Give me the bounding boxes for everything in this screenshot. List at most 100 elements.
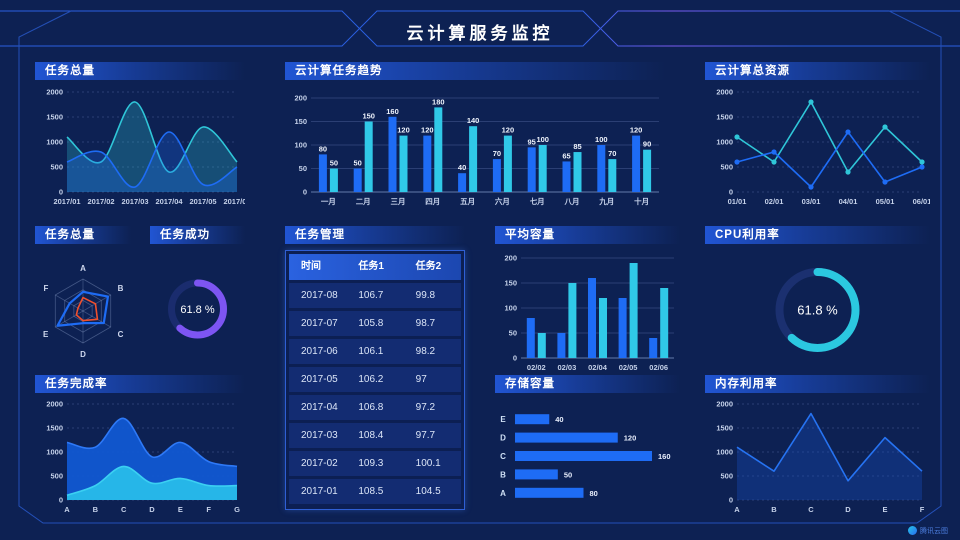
completion-rate-area-chart: 0 500 1000 1500 2000 A B C D E F G — [35, 394, 245, 516]
tasks-total-line-chart: 0 500 1000 1500 2000 2017/01 2017/02 2017/03 201… — [35, 82, 250, 208]
svg-text:A: A — [64, 505, 70, 514]
svg-text:90: 90 — [643, 140, 651, 149]
svg-text:四月: 四月 — [425, 197, 440, 206]
panel-title-cpu-usage: CPU利用率 — [705, 226, 930, 244]
svg-text:50: 50 — [354, 159, 362, 168]
svg-text:三月: 三月 — [391, 197, 406, 206]
svg-text:80: 80 — [319, 144, 327, 153]
svg-text:A: A — [500, 489, 506, 498]
svg-text:50: 50 — [330, 159, 338, 168]
svg-text:06/01: 06/01 — [913, 197, 930, 206]
avg-capacity-bar-chart: 0 50 100 150 200 02/02 02/03 02/04 02/05 02/06 — [495, 246, 680, 374]
svg-text:100: 100 — [595, 135, 608, 144]
table-row: 2017-04 106.8 97.2 — [289, 395, 461, 420]
svg-text:50: 50 — [564, 470, 572, 479]
svg-text:65: 65 — [562, 151, 570, 160]
svg-text:120: 120 — [397, 126, 410, 135]
svg-text:1500: 1500 — [46, 424, 63, 433]
panel-title-tasks-radar: 任务总量 — [35, 226, 131, 244]
svg-text:六月: 六月 — [495, 196, 510, 206]
svg-text:100: 100 — [504, 304, 517, 313]
svg-text:02/02: 02/02 — [527, 363, 546, 372]
svg-text:0: 0 — [513, 354, 517, 363]
svg-text:2000: 2000 — [46, 400, 63, 409]
svg-text:E: E — [500, 415, 506, 424]
svg-text:B: B — [93, 505, 99, 514]
svg-text:1500: 1500 — [716, 113, 733, 122]
svg-text:D: D — [80, 350, 86, 359]
svg-text:03/01: 03/01 — [802, 197, 821, 206]
svg-text:70: 70 — [608, 149, 616, 158]
svg-text:02/03: 02/03 — [558, 363, 577, 372]
table-row: 2017-07 105.8 98.7 — [289, 311, 461, 336]
svg-text:二月: 二月 — [356, 197, 371, 206]
svg-text:500: 500 — [720, 472, 733, 481]
svg-text:十月: 十月 — [634, 196, 649, 206]
panel-title-task-trend: 云计算任务趋势 — [285, 62, 665, 80]
svg-text:02/06: 02/06 — [649, 363, 668, 372]
svg-text:D: D — [500, 434, 506, 443]
svg-text:八月: 八月 — [564, 197, 580, 206]
svg-text:1000: 1000 — [716, 448, 733, 457]
table-row: 2017-03 108.4 97.7 — [289, 423, 461, 448]
svg-text:04/01: 04/01 — [839, 197, 858, 206]
svg-text:0: 0 — [303, 188, 307, 197]
svg-text:160: 160 — [386, 107, 399, 116]
task-trend-bar-chart: 0 50 100 150 200 一月 80 50 二月 50 150 三月 160 120 四月 120 18… — [285, 82, 665, 208]
cpu-usage-donut-chart: 61.8 % — [705, 246, 930, 374]
total-resources-line-chart: 0 500 1000 1500 2000 01/01 02/01 03/01 04/01 05/0… — [705, 82, 931, 208]
svg-text:02/01: 02/01 — [765, 197, 784, 206]
svg-text:150: 150 — [294, 117, 307, 126]
svg-text:500: 500 — [50, 472, 63, 481]
task-mgmt-table: 时间 任务1 任务2 2017-08 106.7 99.8 2017-07 105.8 98.7… — [285, 250, 465, 510]
table-row: 2017-01 108.5 104.5 — [289, 479, 461, 504]
svg-text:2000: 2000 — [716, 88, 733, 97]
svg-text:120: 120 — [421, 126, 434, 135]
svg-text:1500: 1500 — [716, 424, 733, 433]
svg-text:B: B — [118, 284, 124, 293]
table-row: 2017-08 106.7 99.8 — [289, 283, 461, 308]
page-title: 云计算服务监控 — [406, 24, 554, 43]
svg-text:E: E — [43, 330, 49, 339]
svg-text:B: B — [500, 470, 506, 479]
svg-text:五月: 五月 — [460, 197, 475, 206]
svg-text:九月: 九月 — [598, 196, 614, 206]
svg-text:F: F — [206, 505, 211, 514]
svg-text:01/01: 01/01 — [728, 197, 747, 206]
table-row: 2017-06 106.1 98.2 — [289, 339, 461, 364]
svg-text:七月: 七月 — [530, 196, 545, 206]
svg-text:80: 80 — [590, 489, 598, 498]
svg-text:150: 150 — [362, 112, 375, 121]
memory-line-chart: 0 500 1000 1500 2000 A B C D E F — [705, 394, 930, 516]
svg-text:1000: 1000 — [46, 138, 63, 147]
svg-text:D: D — [845, 505, 851, 514]
panel-title-memory: 内存利用率 — [705, 375, 930, 393]
table-row: 2017-05 106.2 97 — [289, 367, 461, 392]
svg-text:A: A — [734, 505, 740, 514]
svg-text:2017/05: 2017/05 — [189, 197, 216, 206]
svg-text:40: 40 — [458, 163, 466, 172]
svg-text:F: F — [920, 505, 925, 514]
svg-text:G: G — [234, 505, 240, 514]
svg-text:1000: 1000 — [46, 448, 63, 457]
svg-text:140: 140 — [467, 116, 480, 125]
svg-text:70: 70 — [493, 149, 501, 158]
svg-text:C: C — [808, 505, 814, 514]
svg-text:61.8 %: 61.8 % — [797, 303, 838, 318]
svg-text:02/05: 02/05 — [619, 363, 638, 372]
svg-text:E: E — [882, 505, 887, 514]
svg-text:120: 120 — [502, 126, 515, 135]
task-success-donut-chart: 61.8 % — [150, 246, 245, 372]
tasks-radar-chart: A B C D E F — [35, 246, 131, 372]
panel-title-task-success: 任务成功 — [150, 226, 245, 244]
svg-text:500: 500 — [720, 163, 733, 172]
svg-text:500: 500 — [50, 163, 63, 172]
panel-title-avg-capacity: 平均容量 — [495, 226, 680, 244]
table-row: 2017-02 109.3 100.1 — [289, 451, 461, 476]
svg-text:C: C — [500, 452, 506, 461]
svg-text:100: 100 — [536, 135, 549, 144]
table-header-row: 时间 任务1 任务2 — [289, 254, 461, 280]
svg-text:100: 100 — [294, 141, 307, 150]
panel-title-completion-rate: 任务完成率 — [35, 375, 245, 393]
svg-text:05/01: 05/01 — [876, 197, 895, 206]
